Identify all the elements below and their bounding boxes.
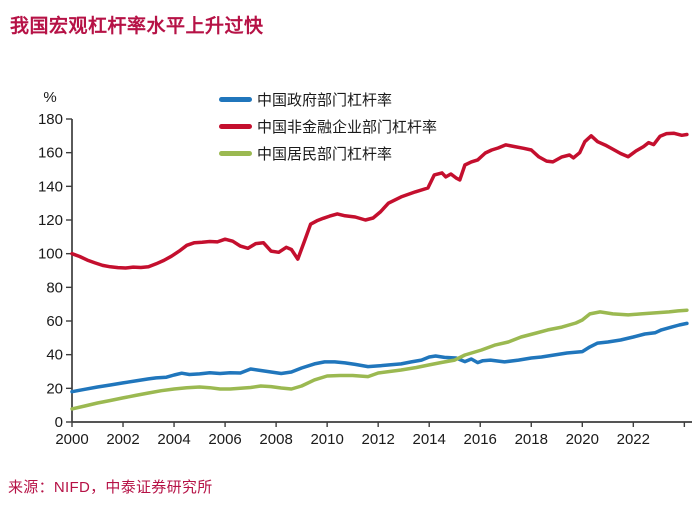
x-tick-label: 2014 <box>413 431 446 448</box>
legend-item-nonfinancial-corporate: 中国非金融企业部门杠杆率 <box>219 113 437 140</box>
x-tick-label: 2016 <box>464 431 497 448</box>
legend-label: 中国居民部门杠杆率 <box>257 146 393 163</box>
y-tick-label: 20 <box>46 380 63 397</box>
x-tick-label: 2000 <box>55 431 88 448</box>
series-line-nonfinancial-corporate <box>70 131 689 270</box>
series-line-government <box>70 321 689 394</box>
legend-item-household: 中国居民部门杠杆率 <box>219 140 437 167</box>
y-tick-label: 40 <box>46 347 63 364</box>
legend-swatch-household <box>219 151 252 156</box>
y-tick-label: 140 <box>38 178 63 195</box>
x-tick-label: 2022 <box>617 431 650 448</box>
y-axis-unit-label: % <box>43 89 56 106</box>
legend-swatch-nonfinancial-corporate <box>219 124 252 129</box>
x-tick-label: 2020 <box>566 431 599 448</box>
legend-label: 中国非金融企业部门杠杆率 <box>257 119 438 136</box>
y-tick-label: 0 <box>55 414 63 431</box>
legend-label: 中国政府部门杠杆率 <box>257 92 393 109</box>
y-tick-label: 180 <box>38 111 63 128</box>
y-tick-label: 120 <box>38 212 63 229</box>
y-tick-label: 100 <box>38 246 63 263</box>
x-tick-label: 2010 <box>310 431 343 448</box>
source-note: 来源：NIFD，中泰证券研究所 <box>8 479 213 496</box>
x-tick-label: 2004 <box>157 431 190 448</box>
x-tick-label: 2018 <box>515 431 548 448</box>
page-title: 我国宏观杠杆率水平上升过快 <box>10 16 264 37</box>
series-line-household <box>70 308 689 411</box>
leverage-line-chart: 0 20 40 60 80 100 120 140 160 180% 2000 2002 2004 200… <box>38 89 692 448</box>
legend-item-government: 中国政府部门杠杆率 <box>219 86 437 113</box>
y-tick-label: 80 <box>46 279 63 296</box>
y-tick-label: 160 <box>38 145 63 162</box>
y-tick-label: 60 <box>46 313 63 330</box>
x-tick-label: 2012 <box>361 431 394 448</box>
legend-swatch-government <box>219 97 252 102</box>
chart-legend: 中国政府部门杠杆率中国非金融企业部门杠杆率 中国居民部门杠杆率 <box>219 86 437 167</box>
x-tick-label: 2006 <box>208 431 241 448</box>
x-tick-label: 2008 <box>259 431 292 448</box>
x-tick-label: 2002 <box>106 431 139 448</box>
